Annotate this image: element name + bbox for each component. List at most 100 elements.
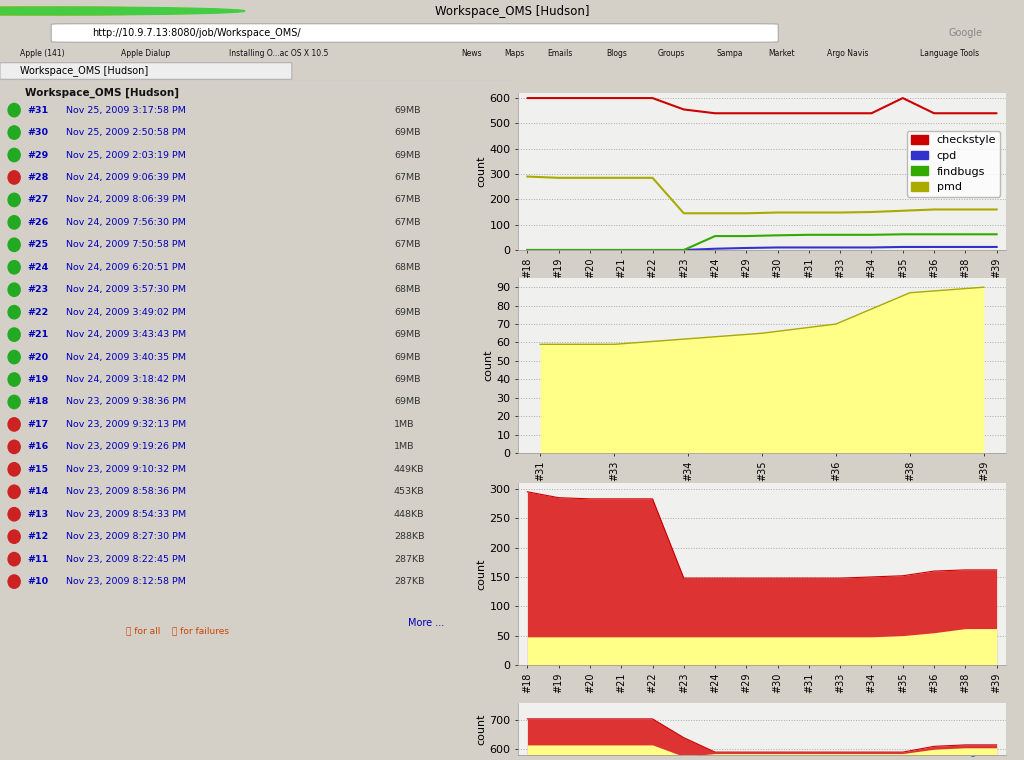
Text: ⎘ for all    ⎘ for failures: ⎘ for all ⎘ for failures	[126, 626, 229, 635]
Text: 69MB: 69MB	[394, 397, 421, 407]
Text: 1MB: 1MB	[394, 420, 415, 429]
Circle shape	[0, 7, 210, 15]
Text: Nov 25, 2009 2:03:19 PM: Nov 25, 2009 2:03:19 PM	[66, 150, 185, 160]
Text: Installing O...ac OS X 10.5: Installing O...ac OS X 10.5	[229, 49, 329, 58]
Circle shape	[8, 418, 20, 431]
Text: Configure...: Configure...	[941, 747, 1006, 757]
Text: Nov 24, 2009 9:06:39 PM: Nov 24, 2009 9:06:39 PM	[66, 173, 185, 182]
Text: 67MB: 67MB	[394, 218, 421, 227]
Text: #29: #29	[28, 150, 49, 160]
Text: #26: #26	[28, 218, 49, 227]
Circle shape	[8, 575, 20, 588]
Text: #19: #19	[28, 375, 49, 384]
Text: #18: #18	[28, 397, 49, 407]
Text: #20: #20	[28, 353, 49, 362]
Text: #14: #14	[28, 487, 49, 496]
Text: Maps: Maps	[504, 49, 524, 58]
FancyBboxPatch shape	[0, 63, 292, 79]
Text: #24: #24	[28, 263, 49, 272]
Text: 68MB: 68MB	[394, 285, 421, 294]
Circle shape	[8, 103, 20, 117]
Circle shape	[8, 553, 20, 565]
Text: Nov 25, 2009 2:50:58 PM: Nov 25, 2009 2:50:58 PM	[66, 128, 185, 137]
Circle shape	[8, 463, 20, 476]
Text: 69MB: 69MB	[394, 375, 421, 384]
Circle shape	[8, 216, 20, 229]
Text: Emails: Emails	[547, 49, 572, 58]
Circle shape	[8, 328, 20, 341]
Text: Nov 24, 2009 3:43:43 PM: Nov 24, 2009 3:43:43 PM	[66, 330, 185, 339]
Text: Configure...: Configure...	[941, 532, 1006, 542]
Text: Nov 24, 2009 6:20:51 PM: Nov 24, 2009 6:20:51 PM	[66, 263, 185, 272]
Text: Nov 23, 2009 8:12:58 PM: Nov 23, 2009 8:12:58 PM	[66, 577, 185, 586]
Text: #30: #30	[28, 128, 49, 137]
Circle shape	[8, 126, 20, 139]
Text: Nov 23, 2009 8:54:33 PM: Nov 23, 2009 8:54:33 PM	[66, 510, 185, 519]
Text: News: News	[461, 49, 481, 58]
Text: #31: #31	[28, 106, 49, 115]
Text: Nov 23, 2009 9:32:13 PM: Nov 23, 2009 9:32:13 PM	[66, 420, 185, 429]
Text: Nov 24, 2009 3:18:42 PM: Nov 24, 2009 3:18:42 PM	[66, 375, 185, 384]
Circle shape	[8, 373, 20, 386]
Circle shape	[8, 171, 20, 184]
Text: 287KB: 287KB	[394, 555, 424, 564]
Text: Sampa: Sampa	[717, 49, 743, 58]
Text: #27: #27	[28, 195, 49, 204]
Text: #28: #28	[28, 173, 49, 182]
Text: Market: Market	[768, 49, 795, 58]
Y-axis label: count: count	[476, 559, 486, 590]
Text: Workspace_OMS [Hudson]: Workspace_OMS [Hudson]	[26, 87, 179, 98]
Text: 69MB: 69MB	[394, 150, 421, 160]
Text: Workspace_OMS [Hudson]: Workspace_OMS [Hudson]	[435, 5, 589, 17]
Text: 69MB: 69MB	[394, 308, 421, 317]
Text: 67MB: 67MB	[394, 173, 421, 182]
Text: Language Tools: Language Tools	[920, 49, 979, 58]
Text: Nov 24, 2009 8:06:39 PM: Nov 24, 2009 8:06:39 PM	[66, 195, 185, 204]
Circle shape	[8, 261, 20, 274]
Circle shape	[8, 193, 20, 207]
Text: Compiler Warnings Trend: Compiler Warnings Trend	[654, 331, 870, 347]
Text: #22: #22	[28, 308, 49, 317]
Text: #16: #16	[28, 442, 49, 451]
Circle shape	[8, 350, 20, 364]
Circle shape	[8, 283, 20, 296]
Text: Nov 25, 2009 3:17:58 PM: Nov 25, 2009 3:17:58 PM	[66, 106, 185, 115]
Text: Nov 23, 2009 9:19:26 PM: Nov 23, 2009 9:19:26 PM	[66, 442, 185, 451]
Y-axis label: count: count	[476, 713, 486, 745]
Circle shape	[8, 306, 20, 319]
Text: Groups: Groups	[657, 49, 685, 58]
Text: 69MB: 69MB	[394, 106, 421, 115]
Text: Apple (141): Apple (141)	[20, 49, 66, 58]
Circle shape	[0, 7, 227, 15]
Text: 1MB: 1MB	[394, 442, 415, 451]
Text: Apple Dialup: Apple Dialup	[121, 49, 170, 58]
Text: Nov 24, 2009 3:49:02 PM: Nov 24, 2009 3:49:02 PM	[66, 308, 185, 317]
Text: 69MB: 69MB	[394, 353, 421, 362]
Text: #11: #11	[28, 555, 49, 564]
Text: 448KB: 448KB	[394, 510, 424, 519]
Circle shape	[8, 238, 20, 252]
Text: Nov 23, 2009 9:38:36 PM: Nov 23, 2009 9:38:36 PM	[66, 397, 185, 407]
Circle shape	[8, 530, 20, 543]
Text: 449KB: 449KB	[394, 465, 424, 473]
Text: 69MB: 69MB	[394, 330, 421, 339]
Text: #17: #17	[28, 420, 49, 429]
Text: #25: #25	[28, 240, 49, 249]
Legend: checkstyle, cpd, findbugs, pmd: checkstyle, cpd, findbugs, pmd	[906, 131, 1000, 197]
Text: #10: #10	[28, 577, 49, 586]
Circle shape	[8, 148, 20, 162]
Text: Google: Google	[949, 28, 983, 38]
Text: Blogs: Blogs	[606, 49, 627, 58]
Text: #12: #12	[28, 532, 49, 541]
Text: Workspace_OMS [Hudson]: Workspace_OMS [Hudson]	[20, 65, 148, 77]
Text: More ...: More ...	[409, 618, 444, 628]
Text: #23: #23	[28, 285, 49, 294]
Text: 453KB: 453KB	[394, 487, 425, 496]
Text: Nov 24, 2009 3:40:35 PM: Nov 24, 2009 3:40:35 PM	[66, 353, 185, 362]
Text: 287KB: 287KB	[394, 577, 424, 586]
Text: 68MB: 68MB	[394, 263, 421, 272]
Text: Nov 23, 2009 8:27:30 PM: Nov 23, 2009 8:27:30 PM	[66, 532, 185, 541]
Circle shape	[8, 440, 20, 454]
Text: Nov 24, 2009 7:50:58 PM: Nov 24, 2009 7:50:58 PM	[66, 240, 185, 249]
Text: #21: #21	[28, 330, 49, 339]
